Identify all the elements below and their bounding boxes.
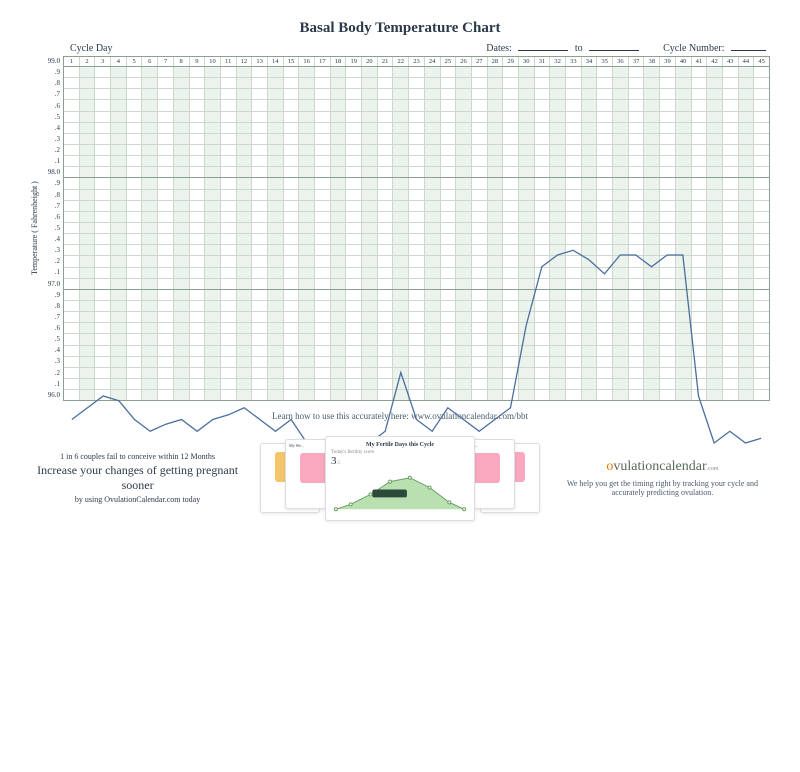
fertility-card: My Fertile Days this Cycle Today's ferti… [325, 436, 475, 521]
chart-grid [63, 66, 770, 401]
x-axis-ticks: 1234567891011121314151617181920212223242… [63, 56, 770, 66]
cycle-day-label: Cycle Day [70, 43, 113, 54]
y-axis-label: Temperature ( Fahrenheight ) [30, 56, 39, 401]
learn-link-text: Learn how to use this accurately here: w… [30, 411, 770, 421]
cycle-number-field: Cycle Number: [663, 43, 770, 54]
dates-field: Dates: to [486, 43, 643, 54]
y-axis-ticks: 99.0.9.8.7.6.5.4.3.2.198.0.9.8.7.6.5.4.3… [41, 56, 63, 401]
header-row: Cycle Day Dates: to Cycle Number: [30, 43, 770, 54]
footer-card-stack: My We... My Fertile Days this Cycle Toda… [260, 433, 540, 523]
brand-logo: ovulationcalendar.com [555, 459, 770, 475]
footer-promo-left: 1 in 6 couples fail to conceive within 1… [30, 452, 245, 504]
chart-title: Basal Body Temperature Chart [30, 20, 770, 37]
footer: 1 in 6 couples fail to conceive within 1… [30, 433, 770, 523]
footer-brand-right: ovulationcalendar.com We help you get th… [555, 459, 770, 497]
bbt-chart: Temperature ( Fahrenheight ) 99.0.9.8.7.… [30, 56, 770, 401]
